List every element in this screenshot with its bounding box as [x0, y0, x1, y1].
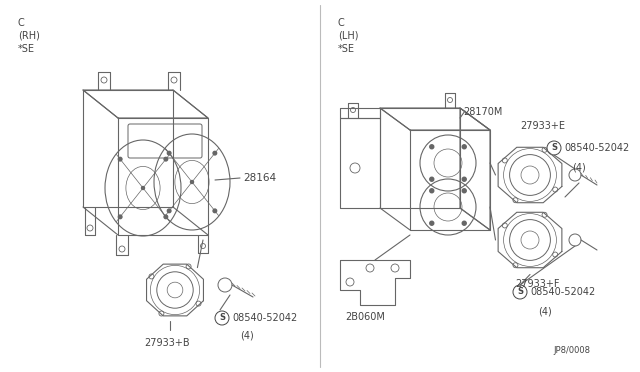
Text: 27933+E: 27933+E [520, 121, 565, 131]
Circle shape [462, 189, 466, 193]
Text: 27933+F: 27933+F [515, 279, 559, 289]
Text: 28164: 28164 [243, 173, 276, 183]
Circle shape [141, 186, 145, 189]
Circle shape [462, 177, 466, 181]
Text: (RH): (RH) [18, 31, 40, 41]
Circle shape [462, 221, 466, 225]
Text: JP8/0008: JP8/0008 [553, 346, 590, 355]
Text: S: S [219, 314, 225, 323]
Circle shape [191, 180, 193, 183]
Circle shape [164, 157, 168, 161]
Text: *SE: *SE [338, 44, 355, 54]
Circle shape [430, 145, 434, 149]
Text: (4): (4) [240, 331, 253, 341]
Circle shape [168, 209, 171, 213]
Text: (4): (4) [572, 162, 586, 172]
Text: 08540-52042: 08540-52042 [232, 313, 297, 323]
Circle shape [430, 221, 434, 225]
Text: 28170M: 28170M [463, 107, 502, 117]
Text: (LH): (LH) [338, 31, 358, 41]
Text: 08540-52042: 08540-52042 [564, 143, 629, 153]
Circle shape [462, 145, 466, 149]
Circle shape [430, 177, 434, 181]
Text: S: S [517, 288, 523, 296]
Text: 2B060M: 2B060M [345, 312, 385, 322]
Text: 27933+B: 27933+B [144, 338, 190, 348]
Text: 08540-52042: 08540-52042 [530, 287, 595, 297]
Text: C: C [338, 18, 345, 28]
Circle shape [213, 151, 216, 155]
Text: S: S [551, 144, 557, 153]
Circle shape [168, 151, 171, 155]
Circle shape [213, 209, 216, 213]
Circle shape [118, 215, 122, 219]
Circle shape [430, 189, 434, 193]
Text: *SE: *SE [18, 44, 35, 54]
Text: C: C [18, 18, 25, 28]
Circle shape [118, 157, 122, 161]
Circle shape [164, 215, 168, 219]
Text: (4): (4) [538, 306, 552, 316]
